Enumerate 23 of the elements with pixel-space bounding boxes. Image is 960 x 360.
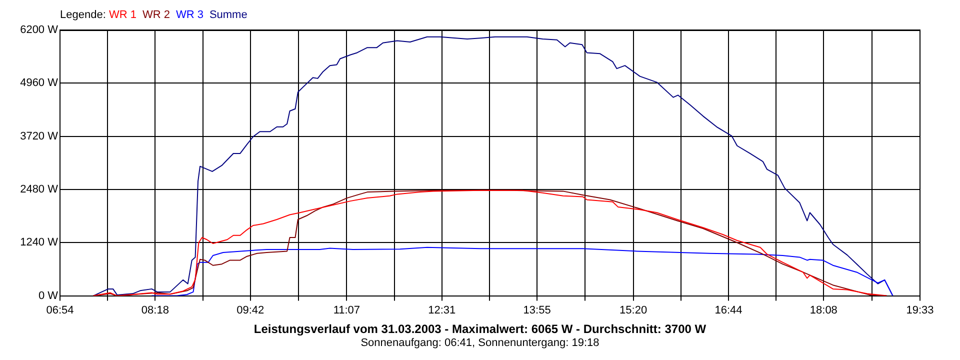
text: Summe — [209, 9, 248, 21]
text: Sonnenaufgang: 06:41, Sonnenuntergang: 19:18 — [360, 337, 600, 349]
y-tick-label: 4960 W — [20, 77, 59, 90]
text: Leistungsverlauf vom 31.03.2003 - Maximalwert: 6065 W - Durchschnitt: 3700 W — [252, 322, 708, 336]
text: WR 1 — [108, 9, 136, 21]
x-tick-label: 15:20 — [620, 304, 648, 316]
text: WR 2 — [142, 9, 170, 21]
y-tick-label: 6200 W — [20, 24, 59, 36]
y-tick-label: 3720 W — [20, 130, 59, 142]
y-tick-label: 0 W — [38, 290, 59, 302]
x-tick-label: 18:08 — [810, 304, 838, 316]
legend-title: Legende: — [60, 9, 107, 21]
x-tick-label: 08:18 — [141, 304, 169, 316]
x-tick-label: 09:42 — [236, 304, 264, 316]
text: WR 3 — [176, 9, 204, 21]
x-tick-label: 11:07 — [333, 304, 360, 316]
x-tick-label: 19:33 — [906, 304, 934, 316]
y-tick-label: 2480 W — [20, 184, 59, 196]
x-tick-label: 06:54 — [46, 304, 74, 316]
y-tick-label: 1240 W — [20, 236, 59, 249]
x-tick-label: 16:44 — [714, 304, 742, 316]
x-tick-label: 13:55 — [523, 304, 551, 316]
x-tick-label: 12:31 — [428, 304, 456, 316]
